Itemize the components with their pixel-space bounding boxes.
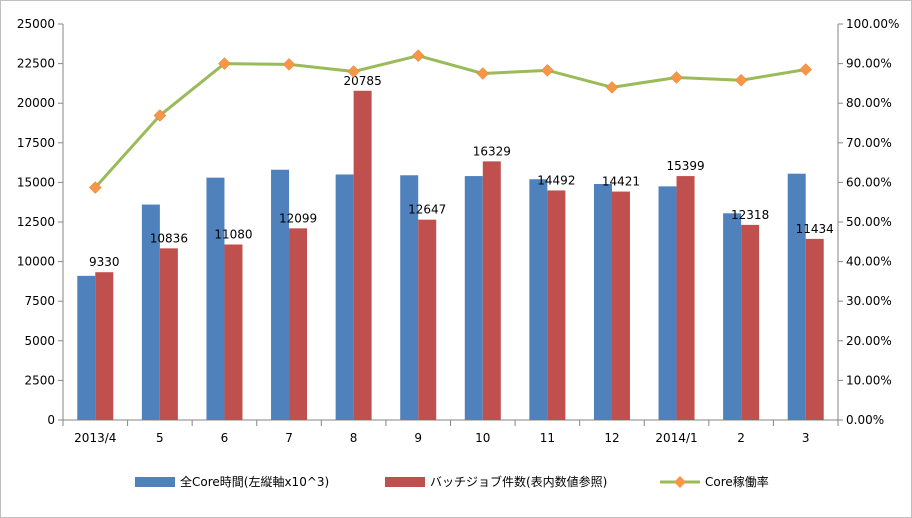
utilization-point — [411, 49, 425, 63]
core-time-bar — [593, 183, 612, 420]
batch-job-bar — [482, 161, 501, 420]
utilization-point — [734, 73, 748, 87]
left-tick-label: 10000 — [17, 255, 55, 269]
core-time-bar — [787, 173, 806, 420]
left-tick-label: 2500 — [24, 373, 55, 387]
utilization-point — [799, 63, 813, 76]
left-tick-label: 17500 — [17, 136, 55, 150]
legend-label: 全Core時間(左縦軸x10^3) — [180, 474, 329, 489]
utilization-point — [153, 109, 167, 122]
left-tick-label: 15000 — [17, 175, 55, 189]
core-time-bar — [723, 213, 742, 420]
right-tick-label: 50.00% — [846, 215, 892, 229]
core-time-bar — [77, 275, 96, 420]
right-tick-label: 70.00% — [846, 136, 892, 150]
batch-job-data-label: 14492 — [537, 173, 575, 187]
left-tick-label: 25000 — [17, 17, 55, 31]
batch-job-bar — [289, 228, 308, 420]
left-tick-label: 7500 — [24, 294, 55, 308]
core-time-bar — [464, 176, 483, 420]
batch-job-data-label: 14421 — [602, 175, 640, 189]
batch-job-bar — [547, 190, 566, 420]
right-tick-label: 0.00% — [846, 413, 884, 427]
left-tick-label: 22500 — [17, 57, 55, 71]
batch-job-bar — [224, 244, 243, 420]
bar-series — [77, 90, 824, 421]
utilization-point — [670, 71, 683, 84]
legend: 全Core時間(左縦軸x10^3) バッチジョブ件数(表内数値参照) Core稼働率 — [135, 474, 769, 489]
legend-label: Core稼働率 — [705, 474, 769, 489]
utilization-point — [282, 58, 296, 71]
batch-job-bar — [418, 219, 437, 420]
batch-job-data-label: 16329 — [473, 144, 511, 158]
x-tick-label: 12 — [604, 431, 619, 445]
left-tick-label: 5000 — [24, 334, 55, 348]
core-time-bar — [271, 169, 290, 420]
right-tick-label: 20.00% — [846, 334, 892, 348]
utilization-point — [476, 67, 490, 80]
utilization-point — [605, 81, 619, 94]
axes: 0250050007500100001250015000175002000022… — [17, 17, 900, 445]
core-time-bar — [335, 174, 354, 420]
right-tick-label: 90.00% — [846, 57, 892, 71]
core-time-bar — [529, 179, 548, 420]
batch-job-bar — [95, 272, 114, 420]
left-tick-label: 0 — [47, 413, 55, 427]
core-time-bar — [658, 186, 677, 420]
batch-job-bar — [159, 248, 178, 420]
core-time-bar — [400, 175, 419, 420]
x-tick-label: 10 — [475, 431, 490, 445]
x-tick-label: 11 — [540, 431, 555, 445]
x-tick-label: 5 — [156, 431, 164, 445]
legend-batch-job-swatch — [385, 477, 425, 487]
x-tick-label: 6 — [221, 431, 229, 445]
batch-job-data-label: 11080 — [214, 227, 252, 241]
x-tick-label: 2014/1 — [655, 431, 697, 445]
utilization-line — [94, 54, 806, 189]
right-tick-label: 80.00% — [846, 96, 892, 110]
utilization-point — [347, 65, 360, 78]
legend-core-time-swatch — [135, 477, 175, 487]
x-tick-label: 2013/4 — [74, 431, 116, 445]
batch-job-data-label: 12099 — [279, 211, 317, 225]
utilization-point — [88, 181, 102, 194]
utilization-point — [218, 57, 231, 70]
batch-job-data-label: 9330 — [89, 255, 120, 269]
left-tick-label: 12500 — [17, 215, 55, 229]
right-tick-label: 100.00% — [846, 17, 899, 31]
legend-label: バッチジョブ件数(表内数値参照) — [430, 474, 607, 489]
batch-job-data-label: 12647 — [408, 203, 446, 217]
right-tick-label: 30.00% — [846, 294, 892, 308]
line-series — [88, 49, 813, 194]
x-tick-label: 8 — [350, 431, 358, 445]
batch-job-data-label: 15399 — [666, 159, 704, 173]
x-tick-label: 7 — [285, 431, 293, 445]
x-tick-label: 9 — [414, 431, 422, 445]
batch-job-data-label: 10836 — [150, 231, 188, 245]
core-time-bar — [141, 204, 160, 420]
utilization-point — [541, 63, 554, 77]
batch-job-bar — [805, 238, 824, 420]
right-tick-label: 10.00% — [846, 373, 892, 387]
batch-job-bar — [676, 176, 695, 420]
core-time-bar — [206, 177, 225, 420]
batch-job-data-label: 12318 — [731, 208, 769, 222]
x-tick-label: 2 — [737, 431, 745, 445]
left-tick-label: 20000 — [17, 96, 55, 110]
batch-job-bar — [353, 90, 372, 421]
batch-job-data-label: 11434 — [796, 222, 834, 236]
right-tick-label: 60.00% — [846, 175, 892, 189]
data-labels: 9330 10836 11080 12099 20785 12647 16329 14492 1… — [89, 74, 834, 269]
x-tick-label: 3 — [802, 431, 810, 445]
batch-job-data-label: 20785 — [344, 74, 382, 88]
right-tick-label: 40.00% — [846, 255, 892, 269]
batch-job-bar — [741, 224, 760, 420]
legend-utilization-marker — [674, 476, 686, 488]
batch-job-bar — [611, 191, 630, 420]
